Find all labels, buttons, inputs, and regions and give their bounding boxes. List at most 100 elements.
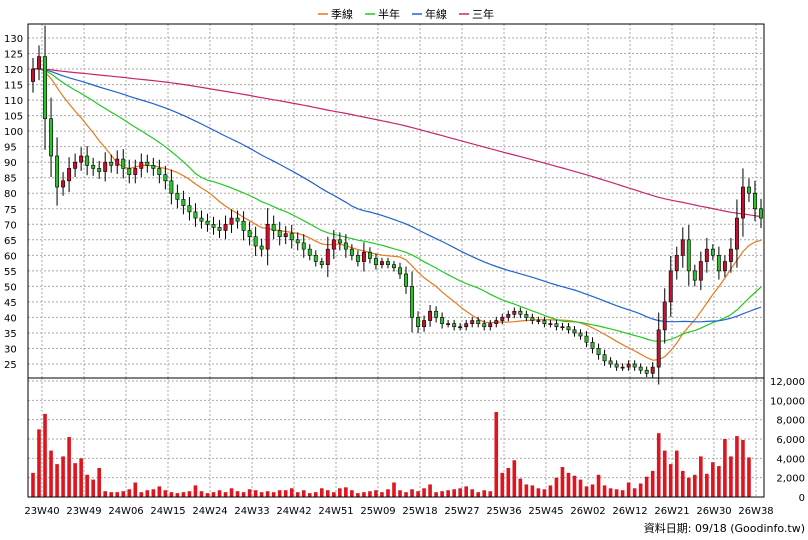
candle-body [163,174,168,182]
candle-body [488,323,493,328]
volume-bar [229,488,234,497]
volume-bar [620,490,625,497]
candle-body [524,314,529,318]
ma-line-3 [33,68,762,218]
candle-body [512,310,517,315]
volume-tick-label: 6,000 [776,435,805,446]
volume-bar [151,489,156,497]
ma-line-1 [32,67,762,342]
volume-bar [37,429,41,497]
candle-body [602,354,607,362]
x-tick-label: 25W45 [528,506,563,517]
volume-bar [494,411,499,497]
volume-bar [307,493,312,497]
volume-bar [43,413,47,497]
volume-bar [536,488,541,497]
volume-bar [434,492,438,497]
price-tick-label: 35 [4,329,17,340]
candle-body [361,251,366,262]
volume-bar [693,474,697,497]
volume-bar [548,485,553,497]
legend-label-1: 半年 [378,7,400,21]
candle-body [223,223,228,231]
volume-bar [729,456,733,497]
candle-body [211,223,216,228]
candle-body [440,317,445,324]
x-tick-label: 26W38 [738,506,773,517]
candle-body [289,233,294,241]
candle-body [572,329,577,334]
price-axis-labels: 25 30 35 40 45 50 55 60 65 70 75 80 85 90 95 100 105 110 1… [4,34,23,371]
candle-body [121,158,126,169]
x-tick-label: 24W33 [234,506,269,517]
price-tick-label: 40 [4,313,17,324]
volume-bar [488,491,493,497]
candle-body [500,317,505,321]
volume-bar [211,492,216,497]
volume-bar [500,472,505,497]
volume-bar [91,479,95,497]
candle-body [386,261,390,265]
volume-frame [27,377,765,498]
candle-body [175,192,180,200]
candle-body [205,220,210,225]
x-tick-label: 26W02 [570,506,605,517]
volume-bar [404,492,408,497]
candle-body [43,56,47,120]
volume-bar [332,492,336,497]
candle-body [590,341,595,349]
volume-tick-label: 8,000 [776,416,805,427]
candle-body [536,320,541,322]
candle-body [722,261,727,272]
candle-body [716,255,721,272]
candle-body [494,320,499,324]
price-tick-label: 80 [4,189,17,200]
candle-body [145,161,150,166]
volume-bar [602,485,607,497]
candle-body [398,267,402,275]
candle-body [632,363,637,368]
candlesticks [31,25,763,385]
volume-bar [133,482,138,497]
price-tick-label: 70 [4,220,17,231]
candle-body [109,161,114,166]
candle-body [446,323,451,325]
ma-line-0 [32,67,762,361]
candle-body [31,68,35,82]
volume-bar [313,492,318,497]
candle-body [410,286,414,318]
candle-body [367,251,372,259]
volume-bar [356,493,360,497]
candle-body [247,230,252,238]
candle-body [241,220,246,231]
candle-body [626,363,631,368]
candle-body [656,329,661,368]
volume-bar [723,439,727,497]
candle-body [343,242,348,250]
candle-body [115,158,120,166]
volume-bar [699,456,703,497]
candle-body [253,236,258,247]
volume-bar [73,463,77,497]
x-tick-label: 25W09 [360,506,395,517]
candle-body [169,180,174,194]
price-tick-label: 125 [4,50,23,61]
candle-body [470,320,475,324]
candle-body [530,317,535,321]
volume-bar [31,472,35,497]
candle-body [458,326,463,329]
volume-bar [319,488,324,497]
volume-bar [344,487,348,497]
x-tick-label: 23W49 [66,506,101,517]
candle-body [331,239,336,250]
x-tick-label: 24W42 [276,506,311,517]
volume-bar [638,483,643,497]
volume-bar [554,477,559,497]
candle-body [85,155,90,166]
volume-bar [205,493,210,497]
volume-bar [67,437,71,497]
volume-bar [650,470,655,497]
data-date-watermark: 資料日期: 09/18 (Goodinfo.tw) [644,521,805,535]
volume-tick-label: 0 [799,493,805,504]
